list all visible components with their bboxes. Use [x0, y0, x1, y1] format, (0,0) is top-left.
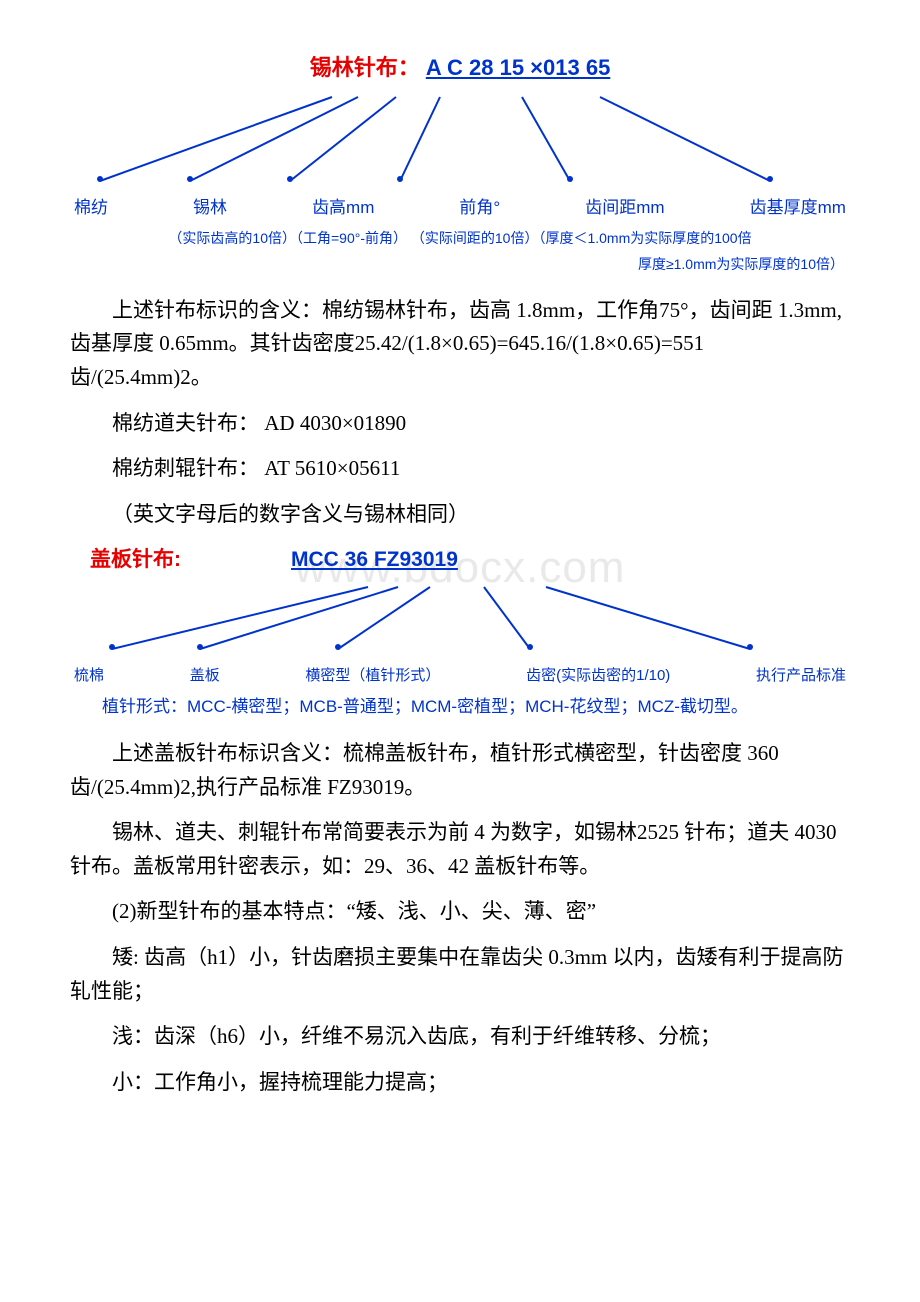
gaiban-diagram-title: 盖板针布: MCC 36 FZ93019 — [70, 543, 850, 577]
xilin-connector-svg — [70, 93, 850, 194]
leaf-xilin: 锡林 — [193, 194, 227, 221]
gaiban-leaf-row: 梳棉 盖板 横密型（植针形式） 齿密(实际齿密的1/10) 执行产品标准 — [70, 664, 850, 688]
xilin-note-2: 厚度≥1.0mm为实际厚度的10倍） — [70, 253, 850, 275]
xilin-leaf-row: 棉纺 锡林 齿高mm 前角° 齿间距mm 齿基厚度mm — [70, 194, 850, 221]
para-abbreviation: 锡林、道夫、刺辊针布常简要表示为前 4 为数字，如锡林2525 针布；道夫 40… — [70, 816, 850, 883]
para-features-heading: (2)新型针布的基本特点：“矮、浅、小、尖、薄、密” — [70, 895, 850, 929]
leaf-chimi: 齿密(实际齿密的1/10) — [526, 664, 670, 688]
xilin-note-1: （实际齿高的10倍）（工角=90°-前角） （实际间距的10倍）（厚度＜1.0m… — [70, 227, 850, 249]
xilin-title-prefix: 锡林针布： — [310, 55, 426, 80]
gaiban-diagram: www.bdocx.com 盖板针布: MCC 36 FZ93019 梳棉 盖板… — [70, 543, 850, 719]
para-daofu-code: 棉纺道夫针布： AD 4030×01890 — [70, 407, 850, 441]
leaf-hengmixing: 横密型（植针形式） — [305, 664, 440, 688]
xilin-title-code: A C 28 15 ×013 65 — [426, 55, 611, 80]
para-feature-qian: 浅：齿深（h6）小，纤维不易沉入齿底，有利于纤维转移、分梳； — [70, 1020, 850, 1054]
para-feature-xiao: 小：工作角小，握持梳理能力提高； — [70, 1066, 850, 1100]
para-xilin-explain: 上述针布标识的含义：棉纺锡林针布，齿高 1.8mm，工作角75°，齿间距 1.3… — [70, 294, 850, 395]
leaf-chijihoudu: 齿基厚度mm — [750, 194, 846, 221]
para-cigun-code: 棉纺刺辊针布： AT 5610×05611 — [70, 452, 850, 486]
leaf-mianfang: 棉纺 — [74, 194, 108, 221]
leaf-chigao: 齿高mm — [312, 194, 374, 221]
gaiban-title-code: MCC 36 FZ93019 — [291, 543, 458, 577]
gaiban-connector-svg — [70, 583, 850, 664]
leaf-gaiban: 盖板 — [190, 664, 220, 688]
para-english-note: （英文字母后的数字含义与锡林相同） — [70, 498, 850, 532]
leaf-chijianju: 齿间距mm — [585, 194, 664, 221]
xilin-diagram: 锡林针布： A C 28 15 ×013 65 棉纺 锡林 齿高mm 前角° 齿… — [70, 50, 850, 276]
para-feature-ai: 矮: 齿高（h1）小，针齿磨损主要集中在靠齿尖 0.3mm 以内，齿矮有利于提高… — [70, 941, 850, 1008]
gaiban-types-text: 植针形式：MCC-横密型；MCB-普通型；MCM-密植型；MCH-花纹型；MCZ… — [98, 694, 850, 720]
gaiban-title-prefix: 盖板针布: — [90, 543, 181, 577]
xilin-diagram-title: 锡林针布： A C 28 15 ×013 65 — [70, 50, 850, 85]
leaf-biaozhun: 执行产品标准 — [756, 664, 846, 688]
leaf-qianjiao: 前角° — [459, 194, 500, 221]
para-gaiban-explain: 上述盖板针布标识含义：梳棉盖板针布，植针形式横密型，针齿密度 360 齿/(25… — [70, 737, 850, 804]
leaf-shumian: 梳棉 — [74, 664, 104, 688]
